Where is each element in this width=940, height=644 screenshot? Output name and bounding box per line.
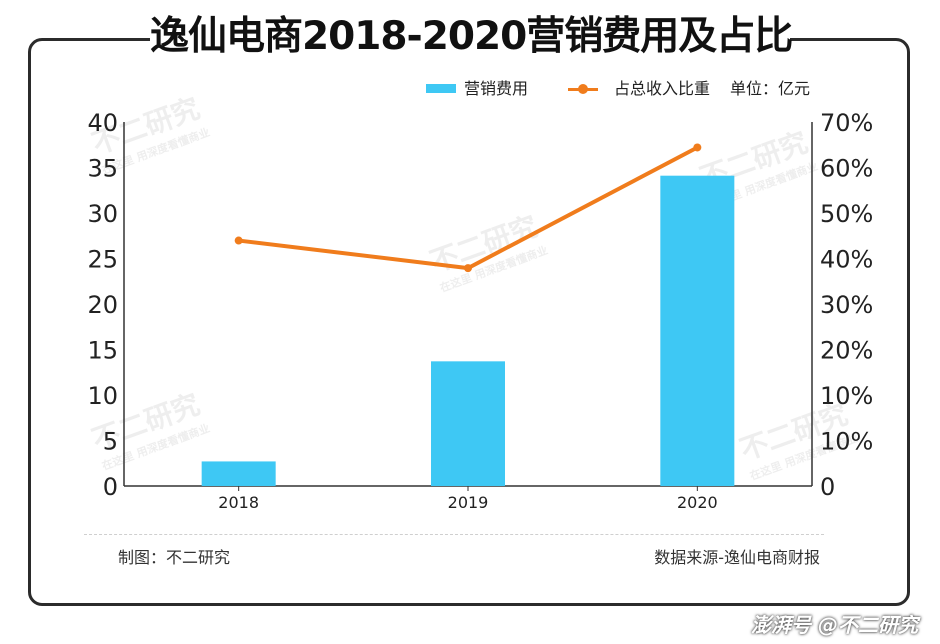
y-tick-label-right: 30% <box>820 291 873 319</box>
y-tick-label-right: 10% <box>820 382 873 410</box>
line-point <box>464 264 472 273</box>
y-tick-label-left: 0 <box>103 473 118 501</box>
x-tick-label: 2020 <box>677 493 718 512</box>
x-tick-label: 2019 <box>448 493 489 512</box>
bar <box>431 361 505 486</box>
legend: 营销费用 占总收入比重 单位：亿元 <box>420 78 840 102</box>
y-tick-label-right: 20% <box>820 337 873 365</box>
legend-line-label: 占总收入比重 <box>614 79 711 98</box>
y-tick-label-left: 20 <box>87 291 118 319</box>
y-tick-label-right: 60% <box>820 155 873 183</box>
y-tick-label-right: 40% <box>820 246 873 274</box>
unit-label: 单位：亿元 <box>730 79 811 98</box>
y-tick-label-left: 40 <box>87 109 118 137</box>
legend-bar-swatch <box>426 84 456 93</box>
corner-watermark: 澎湃号 @不二研究 <box>751 613 918 637</box>
legend-bar-label: 营销费用 <box>464 79 529 98</box>
y-tick-label-right: 50% <box>820 200 873 228</box>
y-tick-label-left: 5 <box>103 428 118 456</box>
y-tick-label-right: 10% <box>820 428 873 456</box>
bar <box>201 461 276 486</box>
legend-line-dot <box>578 84 588 94</box>
footer-divider <box>84 534 824 535</box>
chart-credit: 制图：不二研究 <box>118 548 231 567</box>
line-point <box>234 236 243 245</box>
x-tick-label: 2018 <box>218 493 259 512</box>
y-tick-label-left: 10 <box>87 382 118 410</box>
data-source: 数据来源-逸仙电商财报 <box>654 548 820 567</box>
chart-title: 逸仙电商2018-2020营销费用及占比 <box>150 8 793 66</box>
y-tick-label-left: 25 <box>87 246 118 274</box>
y-tick-label-right: 0 <box>820 473 835 501</box>
y-tick-label-right: 70% <box>820 109 873 137</box>
series-line <box>238 145 699 271</box>
y-tick-label-left: 30 <box>87 200 118 228</box>
bar <box>660 175 735 486</box>
y-tick-label-left: 35 <box>87 155 118 183</box>
y-tick-label-left: 15 <box>87 337 118 365</box>
line-point <box>693 143 702 152</box>
